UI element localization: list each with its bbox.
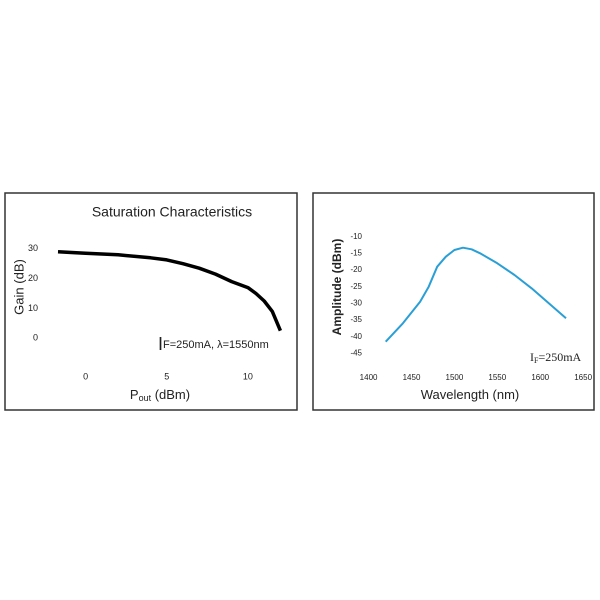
annotation-part: =250mA bbox=[538, 350, 581, 364]
annotation: IF=250mA, λ=1550nm bbox=[158, 334, 269, 354]
chart: Saturation Characteristics 0 5 10 0 10 20 30 Pou… bbox=[11, 204, 283, 403]
x-axis-label-part: out bbox=[139, 393, 152, 403]
y-tick-label: -10 bbox=[350, 232, 362, 241]
x-tick-label: 1450 bbox=[403, 373, 421, 382]
y-tick-label: -45 bbox=[350, 348, 362, 357]
left-panel bbox=[4, 192, 298, 411]
y-tick-label: -40 bbox=[350, 332, 362, 341]
chart-title: Saturation Characteristics bbox=[92, 204, 252, 220]
x-axis-label-part: Wavelength (nm) bbox=[421, 387, 520, 402]
x-tick-label: 1400 bbox=[360, 373, 378, 382]
y-tick-label: -35 bbox=[350, 315, 362, 324]
y-tick-label: 10 bbox=[28, 303, 38, 313]
annotation: IF=250mA bbox=[530, 350, 582, 365]
annotation-part: I bbox=[158, 334, 163, 354]
y-tick-label: -30 bbox=[350, 298, 362, 307]
y-axis-label: Gain (dB) bbox=[11, 259, 26, 315]
x-axis-label: Pout (dBm) bbox=[130, 387, 190, 403]
x-tick-label: 0 bbox=[83, 371, 88, 381]
x-axis-label-part: P bbox=[130, 387, 139, 402]
annotation-part: I bbox=[530, 350, 534, 364]
x-tick-label: 5 bbox=[164, 371, 169, 381]
data-line bbox=[384, 246, 567, 343]
x-tick-label: 10 bbox=[243, 371, 253, 381]
x-axis-label-part: (dBm) bbox=[151, 387, 190, 402]
x-tick-label: 1650 bbox=[574, 373, 592, 382]
annotation-part: F=250mA, λ=1550nm bbox=[163, 339, 269, 351]
annotation-part: F bbox=[534, 356, 539, 365]
y-tick-label: 30 bbox=[28, 243, 38, 253]
y-tick-label: -15 bbox=[350, 248, 362, 257]
y-tick-label: -20 bbox=[350, 265, 362, 274]
data-line bbox=[57, 250, 283, 332]
y-axis-label: Amplitude (dBm) bbox=[330, 239, 344, 336]
y-tick-label: 0 bbox=[33, 333, 38, 343]
chart: 1400 1450 1500 1550 1600 1650 -10 -15 -20 -25 -30 -… bbox=[330, 232, 592, 403]
y-tick-label: -25 bbox=[350, 282, 362, 291]
x-axis-label: Wavelength (nm) bbox=[421, 387, 520, 402]
x-tick-label: 1600 bbox=[531, 373, 549, 382]
x-tick-label: 1550 bbox=[488, 373, 506, 382]
y-tick-label: 20 bbox=[28, 273, 38, 283]
x-tick-label: 1500 bbox=[446, 373, 464, 382]
